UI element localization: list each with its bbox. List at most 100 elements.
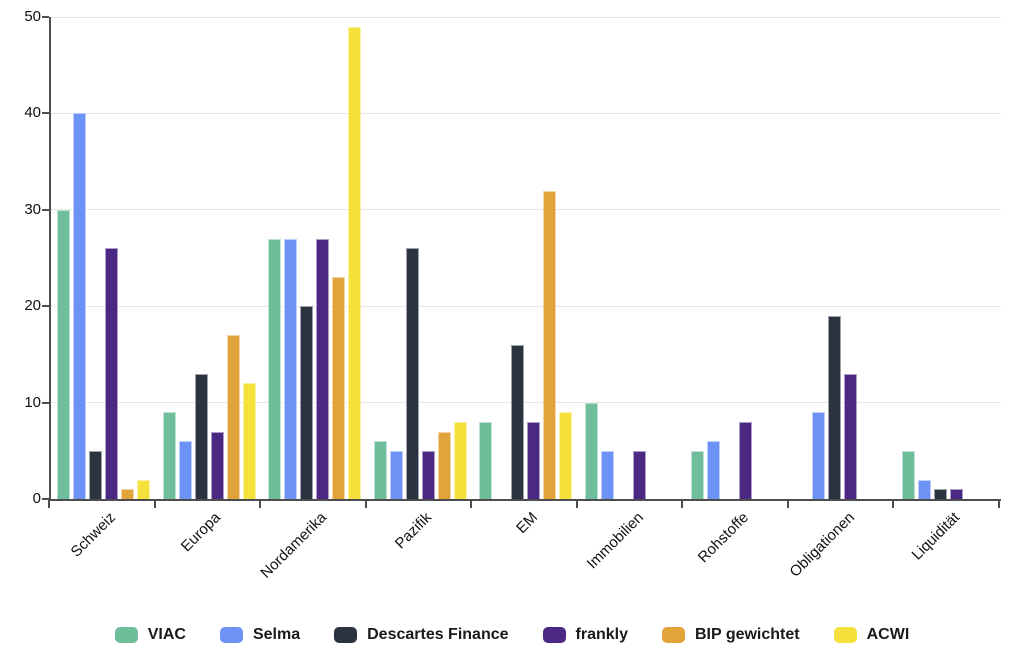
y-axis-tick bbox=[42, 16, 49, 18]
bar-acwi-europa[interactable] bbox=[242, 383, 256, 499]
y-axis-tick bbox=[42, 498, 49, 500]
legend-label: Descartes Finance bbox=[367, 626, 509, 643]
bar-descartes-finance-pazifik[interactable] bbox=[405, 248, 419, 499]
bar-acwi-pazifik[interactable] bbox=[453, 422, 467, 499]
bar-bip-gewichtet-schweiz[interactable] bbox=[121, 489, 135, 499]
bar-descartes-finance-nordamerika[interactable] bbox=[300, 306, 314, 499]
bar-descartes-finance-liquidität[interactable] bbox=[933, 489, 947, 499]
bar-acwi-schweiz[interactable] bbox=[137, 480, 151, 499]
legend-item-frankly[interactable]: frankly bbox=[542, 626, 628, 644]
bar-selma-nordamerika[interactable] bbox=[284, 239, 298, 499]
x-axis-tick bbox=[892, 500, 895, 508]
bar-frankly-immobilien[interactable] bbox=[633, 451, 647, 499]
bar-frankly-pazifik[interactable] bbox=[421, 451, 435, 499]
bar-acwi-nordamerika[interactable] bbox=[348, 27, 362, 499]
y-axis-tick bbox=[42, 305, 49, 308]
bar-frankly-schweiz[interactable] bbox=[105, 248, 119, 499]
x-axis-tick bbox=[575, 500, 578, 508]
y-axis-tick bbox=[42, 401, 49, 404]
x-axis-category-label: Liquidität bbox=[908, 509, 964, 564]
legend-item-selma[interactable]: Selma bbox=[219, 626, 301, 644]
y-axis-tick-label: 40 bbox=[24, 104, 41, 122]
legend-item-bip-gewichtet[interactable]: BIP gewichtet bbox=[661, 626, 800, 644]
legend-swatch-icon bbox=[219, 627, 243, 643]
bar-viac-nordamerika[interactable] bbox=[268, 239, 282, 499]
y-axis-tick-label: 30 bbox=[24, 200, 41, 218]
x-axis-tick bbox=[998, 500, 1000, 508]
bar-descartes-finance-em[interactable] bbox=[511, 345, 525, 499]
bar-selma-obligationen[interactable] bbox=[812, 412, 826, 499]
bar-frankly-liquidität[interactable] bbox=[949, 489, 963, 499]
gridline-40 bbox=[51, 112, 1001, 114]
x-axis-category-label: Rohstoffe bbox=[694, 509, 753, 567]
x-axis-tick bbox=[48, 500, 50, 508]
legend-swatch-icon bbox=[114, 627, 138, 643]
gridline-50 bbox=[51, 16, 1001, 18]
bar-frankly-nordamerika[interactable] bbox=[316, 239, 330, 499]
x-axis-category-label: Schweiz bbox=[67, 509, 119, 561]
y-axis-tick bbox=[42, 112, 49, 115]
bar-descartes-finance-europa[interactable] bbox=[194, 374, 208, 499]
bar-bip-gewichtet-em[interactable] bbox=[543, 191, 557, 499]
x-axis-category-label: Nordamerika bbox=[257, 509, 330, 582]
bar-group-immobilien bbox=[579, 17, 685, 499]
bar-group-rohstoffe bbox=[684, 17, 790, 499]
bar-selma-pazifik[interactable] bbox=[389, 451, 403, 499]
legend-label: BIP gewichtet bbox=[694, 626, 800, 643]
bar-group-europa bbox=[157, 17, 263, 499]
legend-swatch-icon bbox=[334, 627, 358, 643]
x-axis-category-label: Obligationen bbox=[786, 509, 858, 581]
bar-selma-schweiz[interactable] bbox=[73, 113, 87, 499]
legend-item-acwi[interactable]: ACWI bbox=[833, 626, 910, 644]
gridline-10 bbox=[51, 402, 1001, 404]
bar-group-nordamerika bbox=[262, 17, 368, 499]
bar-descartes-finance-schweiz[interactable] bbox=[89, 451, 103, 499]
gridline-30 bbox=[51, 209, 1001, 211]
bar-selma-liquidität[interactable] bbox=[917, 480, 931, 499]
bar-viac-europa[interactable] bbox=[162, 412, 176, 499]
bar-group-schweiz bbox=[51, 17, 157, 499]
bar-descartes-finance-obligationen[interactable] bbox=[828, 316, 842, 499]
x-axis-category-label: Europa bbox=[178, 509, 225, 556]
bar-viac-em[interactable] bbox=[479, 422, 493, 499]
bar-viac-rohstoffe[interactable] bbox=[690, 451, 704, 499]
bar-group-pazifik bbox=[368, 17, 474, 499]
y-axis-tick-label: 50 bbox=[24, 8, 41, 25]
bar-selma-europa[interactable] bbox=[178, 441, 192, 499]
bar-bip-gewichtet-europa[interactable] bbox=[226, 335, 240, 499]
x-axis-category-label: Immobilien bbox=[583, 509, 647, 573]
bar-viac-immobilien[interactable] bbox=[585, 403, 599, 499]
bar-viac-schweiz[interactable] bbox=[57, 210, 71, 499]
bar-frankly-obligationen[interactable] bbox=[844, 374, 858, 499]
bar-acwi-em[interactable] bbox=[559, 412, 573, 499]
x-axis-tick bbox=[364, 500, 367, 508]
legend: VIAC Selma Descartes Finance frankly BIP gew… bbox=[0, 620, 1024, 650]
bar-selma-immobilien[interactable] bbox=[601, 451, 615, 499]
bar-selma-rohstoffe[interactable] bbox=[706, 441, 720, 499]
bar-group-liquidität bbox=[895, 17, 1001, 499]
x-axis-tick bbox=[259, 500, 262, 508]
bar-bip-gewichtet-nordamerika[interactable] bbox=[332, 277, 346, 499]
legend-label: Selma bbox=[252, 626, 301, 643]
y-axis-tick bbox=[42, 208, 49, 211]
legend-swatch-icon bbox=[542, 627, 566, 643]
bar-viac-pazifik[interactable] bbox=[373, 441, 387, 499]
x-axis-category-label: Pazifik bbox=[392, 509, 436, 553]
legend-label: frankly bbox=[575, 626, 628, 643]
bar-frankly-europa[interactable] bbox=[210, 432, 224, 499]
legend-item-descartes-finance[interactable]: Descartes Finance bbox=[334, 626, 509, 644]
bar-group-em bbox=[473, 17, 579, 499]
bar-bip-gewichtet-pazifik[interactable] bbox=[437, 432, 451, 499]
legend-swatch-icon bbox=[833, 627, 857, 643]
y-axis-tick-label: 0 bbox=[32, 490, 41, 507]
bar-frankly-em[interactable] bbox=[527, 422, 541, 499]
bar-frankly-rohstoffe[interactable] bbox=[738, 422, 752, 499]
plot-area bbox=[49, 16, 1001, 501]
y-axis-tick-label: 20 bbox=[24, 297, 41, 315]
y-axis-tick-label: 10 bbox=[24, 393, 41, 411]
bar-group-obligationen bbox=[790, 17, 896, 499]
bar-viac-liquidität[interactable] bbox=[901, 451, 915, 499]
legend-label: ACWI bbox=[866, 626, 910, 643]
legend-item-viac[interactable]: VIAC bbox=[114, 626, 186, 644]
